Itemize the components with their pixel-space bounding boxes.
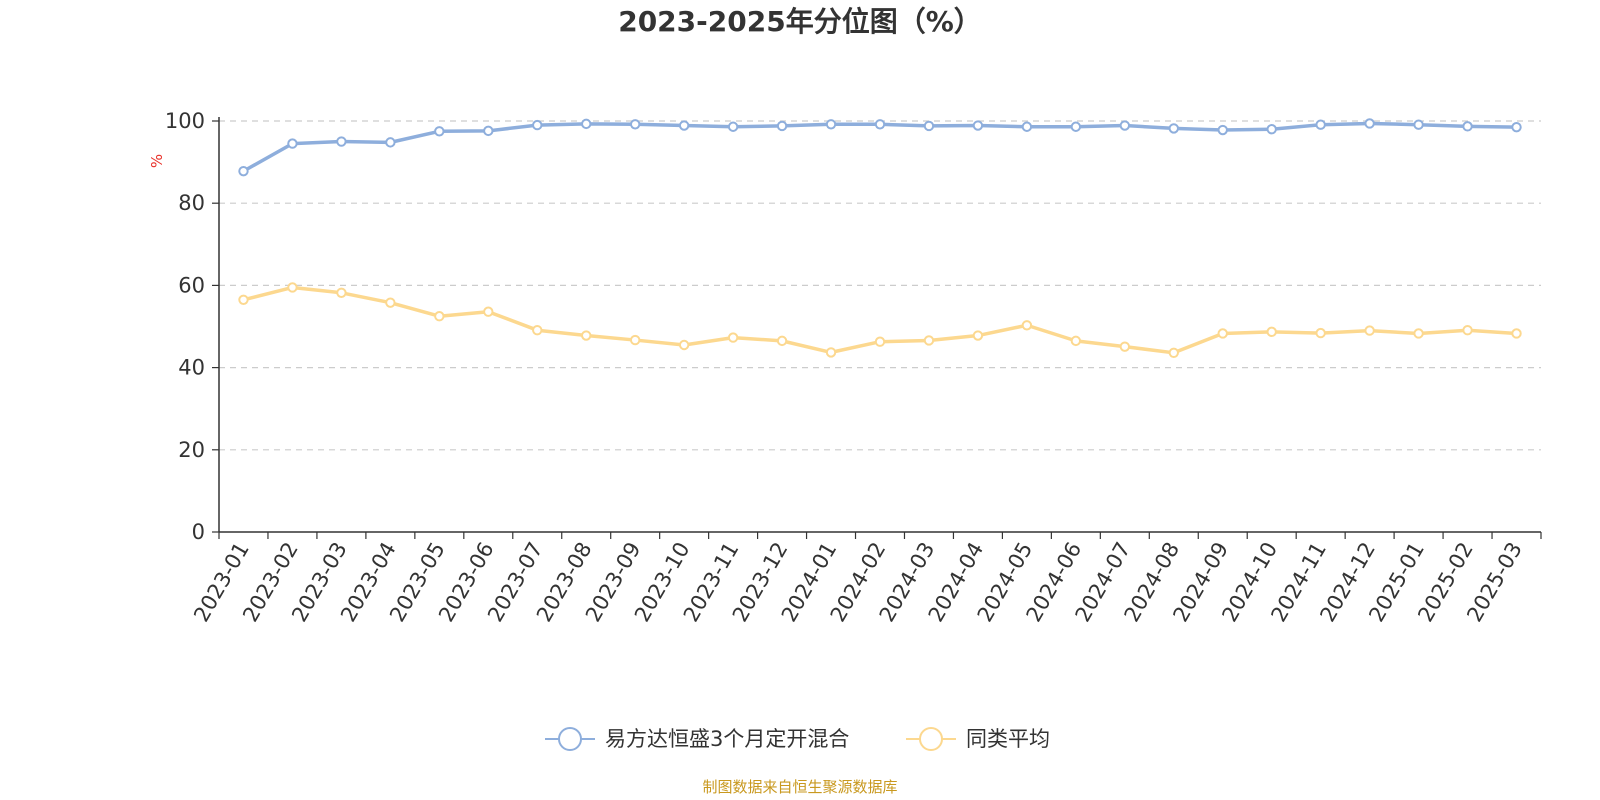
data-point	[532, 324, 543, 336]
data-point	[629, 334, 641, 346]
legend: 易方达恒盛3个月定开混合 同类平均	[545, 727, 1050, 751]
source-note: 制图数据来自恒生聚源数据库	[702, 778, 897, 796]
data-point	[532, 119, 543, 131]
data-point	[1462, 324, 1473, 336]
data-point	[776, 120, 788, 132]
data-point	[1266, 124, 1277, 135]
data-point	[1119, 341, 1131, 352]
data-point	[385, 297, 396, 308]
data-point	[1070, 335, 1082, 347]
y-tick-label: 60	[178, 273, 205, 297]
data-point	[825, 119, 837, 130]
data-point	[972, 120, 984, 131]
data-point	[483, 125, 494, 137]
data-point	[1462, 121, 1473, 132]
data-point	[1413, 119, 1424, 130]
y-tick-label: 80	[178, 191, 205, 215]
data-point	[825, 347, 837, 358]
series-1	[238, 118, 1522, 177]
data-point	[434, 311, 445, 322]
data-point	[434, 126, 445, 137]
data-point	[678, 339, 690, 351]
data-point	[483, 306, 494, 317]
data-point	[629, 119, 641, 130]
legend-label: 易方达恒盛3个月定开混合	[605, 727, 849, 751]
data-point	[1070, 121, 1082, 132]
series-2	[238, 282, 1522, 359]
data-point	[727, 332, 739, 343]
data-point	[1168, 347, 1179, 359]
data-point	[1021, 121, 1033, 132]
data-point	[581, 118, 592, 130]
data-point	[1217, 124, 1228, 136]
data-point	[1266, 326, 1277, 338]
data-point	[1217, 328, 1228, 339]
data-point	[1021, 320, 1033, 331]
series-lines	[238, 118, 1522, 359]
y-axis-ticks: 0 20 40 60 80 100	[165, 109, 219, 544]
data-point	[336, 287, 347, 298]
x-axis-ticks: 2023-012023-022023-032023-042023-052023-…	[189, 532, 1542, 626]
data-point	[336, 136, 347, 147]
data-point	[1315, 327, 1326, 339]
grid-lines	[219, 120, 1541, 451]
data-point	[238, 165, 249, 177]
data-point	[287, 282, 298, 293]
y-tick-label: 0	[192, 520, 205, 544]
data-point	[1413, 328, 1424, 339]
data-point	[727, 121, 739, 132]
axes	[218, 117, 1541, 533]
chart-title: 2023-2025年分位图（%）	[618, 5, 982, 38]
data-point	[972, 330, 984, 341]
legend-marker	[919, 727, 943, 751]
data-point	[1364, 118, 1375, 129]
data-point	[1364, 325, 1375, 336]
legend-marker	[558, 727, 582, 751]
legend-item-1: 易方达恒盛3个月定开混合	[545, 727, 849, 751]
data-point	[238, 294, 249, 305]
data-point	[581, 330, 592, 341]
y-tick-label: 40	[178, 356, 205, 380]
data-point	[287, 138, 298, 149]
data-point	[1511, 328, 1522, 339]
data-point	[776, 335, 788, 347]
y-tick-label: 100	[165, 109, 205, 133]
data-point	[923, 335, 935, 346]
data-point	[874, 119, 886, 130]
data-point	[1168, 123, 1179, 134]
y-tick-label: 20	[178, 438, 205, 462]
data-point	[874, 336, 886, 347]
data-point	[385, 137, 396, 148]
data-point	[923, 120, 935, 132]
data-point	[1315, 119, 1326, 130]
legend-item-2: 同类平均	[906, 727, 1050, 751]
data-point	[678, 120, 690, 131]
data-point	[1511, 121, 1522, 133]
data-point	[1119, 120, 1131, 131]
y-axis-unit-label: %	[148, 154, 166, 168]
legend-label: 同类平均	[966, 727, 1050, 751]
